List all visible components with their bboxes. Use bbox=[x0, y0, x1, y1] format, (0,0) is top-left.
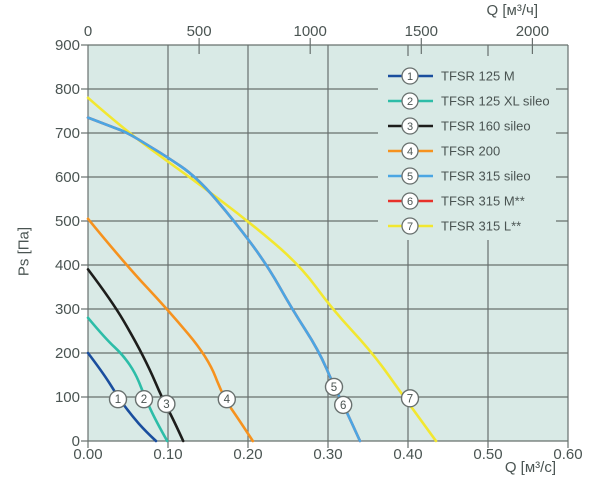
legend-label-5: TFSR 315 sileo bbox=[441, 169, 531, 184]
curve-marker-circle-5 bbox=[324, 377, 344, 397]
legend-label-1: TFSR 125 M bbox=[441, 69, 515, 84]
curve-marker-2: 2 bbox=[134, 390, 154, 409]
curve-marker-number-5: 5 bbox=[331, 382, 337, 394]
legend-label-4: TFSR 200 bbox=[441, 144, 500, 159]
legend-item-4: 4 TFSR 200 bbox=[388, 142, 500, 160]
legend-circle-6 bbox=[401, 192, 419, 210]
legend-label-2: TFSR 125 XL sileo bbox=[441, 94, 550, 109]
curve-marker-4: 4 bbox=[217, 390, 237, 409]
top-axis-tick-label: 1000 bbox=[294, 23, 327, 40]
legend-item-2: 2 TFSR 125 XL sileo bbox=[388, 92, 550, 110]
curve-marker-circle-3 bbox=[157, 394, 176, 414]
top-axis-tick-label: 2000 bbox=[516, 23, 549, 40]
curve-marker-number-2: 2 bbox=[141, 394, 147, 406]
curve-marker-circle-4 bbox=[217, 390, 237, 409]
curve-marker-circle-1 bbox=[108, 390, 128, 409]
legend-item-5: 5 TFSR 315 sileo bbox=[388, 167, 531, 185]
y-axis-label: Ps [Па] bbox=[15, 226, 33, 277]
curve-marker-3: 3 bbox=[157, 394, 176, 414]
legend-label-3: TFSR 160 sileo bbox=[441, 119, 531, 134]
legend-circle-5 bbox=[401, 167, 419, 185]
bottom-axis-tick-label: 0.00 bbox=[73, 446, 102, 463]
bottom-axis-tick-label: 0.60 bbox=[553, 446, 582, 463]
legend-item-3: 3 TFSR 160 sileo bbox=[388, 117, 531, 135]
curve-marker-circle-6 bbox=[334, 395, 353, 415]
legend-number-4: 4 bbox=[407, 146, 413, 158]
curve-marker-number-4: 4 bbox=[224, 394, 231, 406]
curve-4 bbox=[86, 217, 255, 443]
legend-number-2: 2 bbox=[407, 96, 413, 108]
legend-item-1: 1 TFSR 125 M bbox=[388, 67, 515, 85]
bottom-axis-label: Q [м³/c] bbox=[504, 459, 556, 476]
curve-marker-number-7: 7 bbox=[407, 393, 413, 405]
legend-number-3: 3 bbox=[407, 121, 413, 133]
y-axis-tick-label: 300 bbox=[55, 301, 80, 318]
bottom-axis-tick-label: 0.20 bbox=[233, 446, 262, 463]
legend-number-7: 7 bbox=[407, 221, 413, 233]
bottom-axis-tick-label: 0.10 bbox=[153, 446, 182, 463]
y-axis-tick-label: 400 bbox=[55, 257, 80, 274]
curve-marker-number-3: 3 bbox=[163, 399, 169, 411]
curve-7 bbox=[86, 96, 438, 443]
legend-item-6: 6 TFSR 315 M** bbox=[388, 192, 525, 210]
legend-number-1: 1 bbox=[407, 71, 413, 83]
top-axis-tick-label: 0 bbox=[84, 23, 92, 40]
legend-circle-3 bbox=[401, 117, 419, 135]
top-axis-tick-label: 500 bbox=[187, 23, 212, 40]
curve-1 bbox=[86, 351, 158, 443]
legend-circle-1 bbox=[401, 67, 419, 85]
top-axis-tick-label: 1500 bbox=[405, 23, 438, 40]
legend-label-7: TFSR 315 L** bbox=[441, 219, 521, 234]
bottom-axis-tick-label: 0.50 bbox=[473, 446, 502, 463]
curve-marker-5: 5 bbox=[324, 377, 344, 397]
y-axis-tick-label: 200 bbox=[55, 345, 80, 362]
y-axis-tick-label: 600 bbox=[55, 169, 80, 186]
bottom-axis-tick-label: 0.30 bbox=[313, 446, 342, 463]
legend-circle-4 bbox=[401, 142, 419, 160]
legend-circle-2 bbox=[401, 92, 419, 110]
curve-marker-number-1: 1 bbox=[115, 394, 121, 406]
y-axis-tick-label: 100 bbox=[55, 389, 80, 406]
legend-label-6: TFSR 315 M** bbox=[441, 194, 525, 209]
curve-marker-number-6: 6 bbox=[340, 400, 346, 412]
legend-circle-7 bbox=[401, 217, 419, 235]
legend-number-6: 6 bbox=[407, 196, 413, 208]
curve-marker-circle-7 bbox=[400, 389, 420, 408]
y-axis-tick-label: 0 bbox=[72, 433, 80, 450]
y-axis-tick-label: 900 bbox=[55, 37, 80, 54]
y-axis-tick-label: 800 bbox=[55, 81, 80, 98]
curve-marker-1: 1 bbox=[108, 390, 128, 409]
curve-5 bbox=[86, 116, 362, 443]
bottom-axis-tick-label: 0.40 bbox=[393, 446, 422, 463]
y-axis-tick-label: 700 bbox=[55, 125, 80, 142]
y-axis-tick-label: 500 bbox=[55, 213, 80, 230]
legend-item-7: 7 TFSR 315 L** bbox=[388, 217, 521, 235]
curve-marker-6: 6 bbox=[334, 395, 353, 415]
top-axis-label: Q [м³/ч] bbox=[486, 2, 538, 19]
curve-marker-7: 7 bbox=[400, 389, 420, 408]
curve-2 bbox=[86, 316, 169, 443]
curve-marker-circle-2 bbox=[134, 390, 154, 409]
legend-number-5: 5 bbox=[407, 171, 413, 183]
